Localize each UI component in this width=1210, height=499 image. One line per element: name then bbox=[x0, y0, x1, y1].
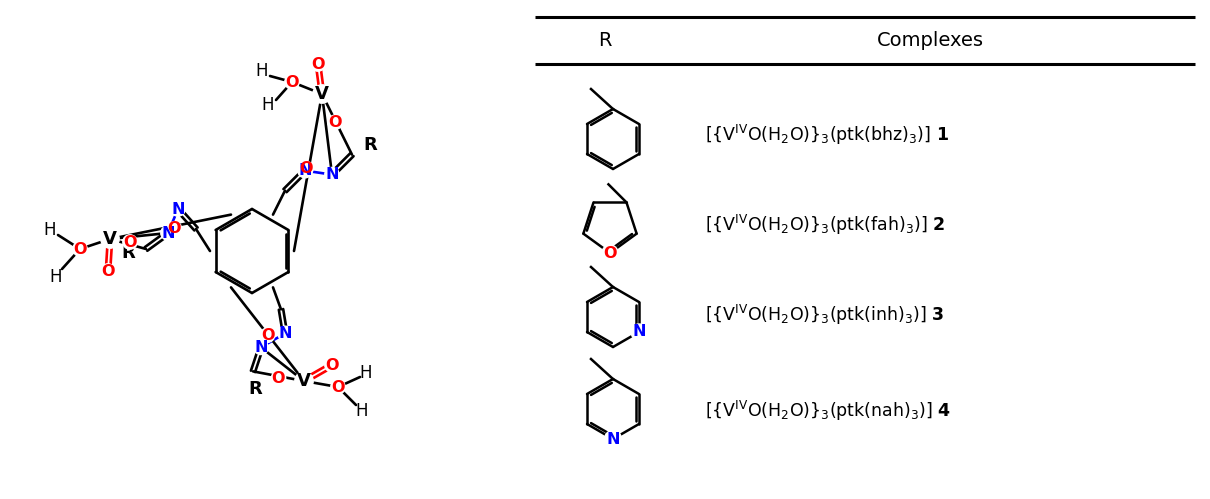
Circle shape bbox=[605, 431, 622, 448]
Text: N: N bbox=[633, 324, 646, 339]
Text: O: O bbox=[286, 74, 299, 89]
Text: Complexes: Complexes bbox=[876, 30, 984, 49]
Text: N: N bbox=[278, 326, 292, 341]
Text: O: O bbox=[299, 161, 312, 176]
Text: O: O bbox=[168, 222, 182, 237]
Text: V: V bbox=[298, 372, 311, 390]
Text: H: H bbox=[261, 96, 275, 114]
Text: N: N bbox=[606, 432, 620, 447]
Circle shape bbox=[603, 245, 618, 261]
Circle shape bbox=[161, 226, 175, 240]
Text: H: H bbox=[356, 402, 368, 420]
Text: O: O bbox=[102, 263, 115, 278]
Text: N: N bbox=[172, 202, 185, 217]
Text: O: O bbox=[123, 235, 137, 250]
Text: R: R bbox=[598, 30, 612, 49]
Circle shape bbox=[271, 371, 286, 385]
Text: [{V$^{\mathrm{IV}}$O(H$_2$O)}$_3$(ptk(fah)$_3$)] $\mathbf{2}$: [{V$^{\mathrm{IV}}$O(H$_2$O)}$_3$(ptk(fa… bbox=[705, 213, 945, 237]
Text: N: N bbox=[161, 226, 174, 241]
Circle shape bbox=[313, 85, 332, 103]
Text: R: R bbox=[248, 380, 261, 398]
Circle shape bbox=[100, 230, 120, 248]
Text: O: O bbox=[74, 242, 87, 256]
Text: H: H bbox=[50, 268, 62, 286]
Text: R: R bbox=[363, 136, 376, 154]
Circle shape bbox=[295, 372, 313, 390]
Circle shape bbox=[330, 380, 345, 394]
Circle shape bbox=[324, 358, 339, 372]
Circle shape bbox=[171, 202, 185, 216]
Circle shape bbox=[298, 164, 312, 178]
Text: N: N bbox=[298, 163, 312, 178]
Text: [{V$^{\mathrm{IV}}$O(H$_2$O)}$_3$(ptk(nah)$_3$)] $\mathbf{4}$: [{V$^{\mathrm{IV}}$O(H$_2$O)}$_3$(ptk(na… bbox=[705, 399, 951, 423]
Text: O: O bbox=[272, 371, 286, 386]
Circle shape bbox=[254, 340, 269, 355]
Text: [{V$^{\mathrm{IV}}$O(H$_2$O)}$_3$(ptk(inh)$_3$)] $\mathbf{3}$: [{V$^{\mathrm{IV}}$O(H$_2$O)}$_3$(ptk(in… bbox=[705, 303, 944, 327]
Circle shape bbox=[100, 264, 115, 278]
Circle shape bbox=[328, 115, 342, 130]
Circle shape bbox=[284, 75, 299, 89]
Circle shape bbox=[324, 168, 339, 182]
Text: O: O bbox=[260, 328, 275, 343]
Circle shape bbox=[73, 242, 87, 256]
Circle shape bbox=[122, 235, 137, 249]
Text: H: H bbox=[255, 62, 269, 80]
Circle shape bbox=[167, 222, 182, 236]
Text: O: O bbox=[328, 115, 341, 130]
Circle shape bbox=[278, 326, 292, 341]
Text: R: R bbox=[121, 244, 134, 262]
Text: O: O bbox=[604, 246, 617, 260]
Text: H: H bbox=[44, 221, 56, 239]
Circle shape bbox=[299, 161, 313, 176]
Text: O: O bbox=[332, 380, 345, 395]
Text: O: O bbox=[325, 357, 339, 372]
Text: N: N bbox=[254, 340, 267, 355]
Circle shape bbox=[260, 328, 275, 342]
Circle shape bbox=[630, 324, 647, 340]
Text: V: V bbox=[315, 85, 329, 103]
Text: N: N bbox=[325, 167, 339, 182]
Circle shape bbox=[311, 57, 325, 71]
Text: O: O bbox=[311, 56, 324, 71]
Text: V: V bbox=[103, 230, 117, 248]
Text: [{V$^{\mathrm{IV}}$O(H$_2$O)}$_3$(ptk(bhz)$_3$)] $\mathbf{1}$: [{V$^{\mathrm{IV}}$O(H$_2$O)}$_3$(ptk(bh… bbox=[705, 123, 949, 147]
Text: H: H bbox=[359, 364, 373, 382]
